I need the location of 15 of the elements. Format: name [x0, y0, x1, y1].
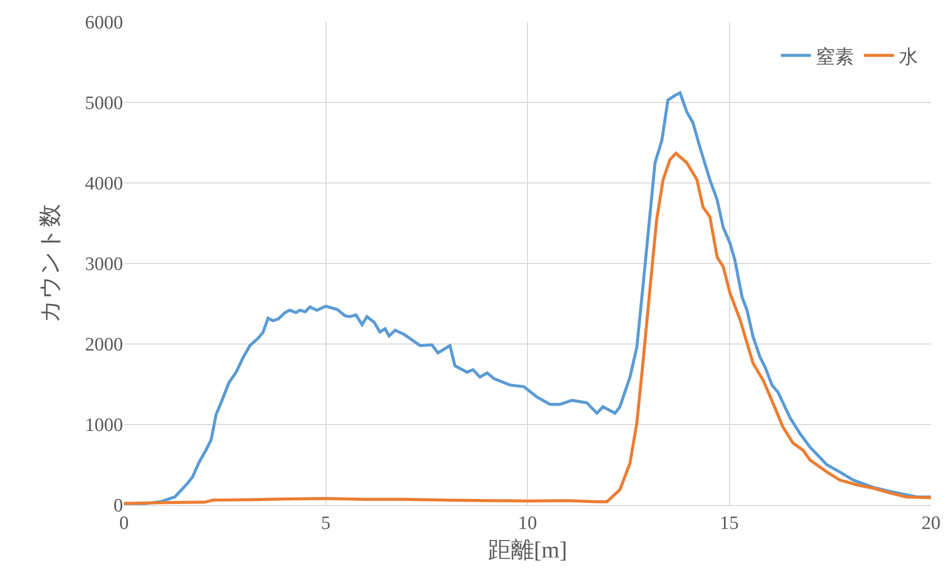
y-tick-label: 4000: [85, 174, 123, 195]
legend-label: 水: [898, 46, 918, 68]
y-tick-label: 1000: [85, 415, 123, 436]
x-tick-label: 20: [922, 512, 940, 534]
x-tick-label: 15: [720, 512, 739, 534]
legend-label: 窒素: [816, 46, 854, 68]
y-tick-label: 5000: [85, 93, 123, 114]
y-tick-label: 3000: [85, 254, 123, 276]
x-axis-title: 距離[m]: [488, 537, 568, 562]
y-tick-label: 2000: [85, 334, 123, 356]
y-tick-label: 0: [114, 496, 123, 517]
x-tick-label: 10: [518, 512, 537, 534]
y-axis-title: カウント数: [37, 204, 62, 323]
x-tick-label: 5: [321, 512, 330, 534]
y-tick-label: 6000: [85, 12, 123, 34]
